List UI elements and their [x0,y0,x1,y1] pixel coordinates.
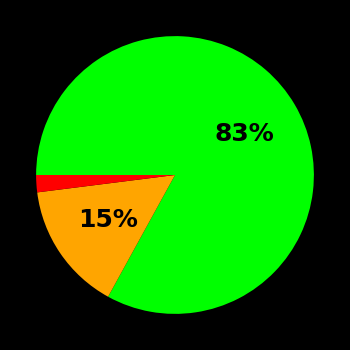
Wedge shape [37,175,175,297]
Text: 15%: 15% [78,208,138,232]
Text: 83%: 83% [215,122,274,146]
Wedge shape [36,36,314,314]
Wedge shape [36,175,175,192]
